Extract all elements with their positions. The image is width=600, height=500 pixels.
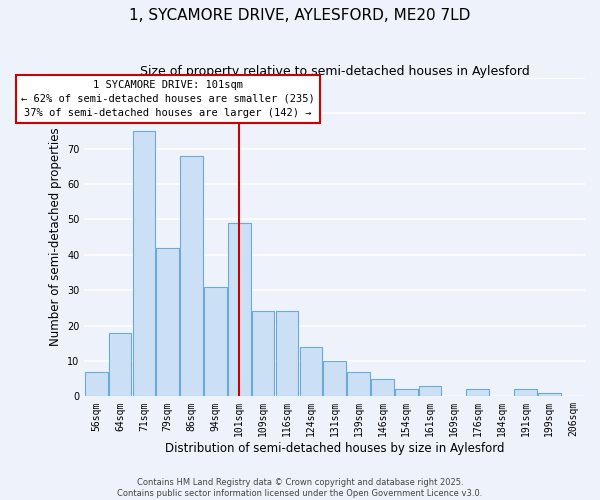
Bar [395, 390, 418, 396]
Title: Size of property relative to semi-detached houses in Aylesford: Size of property relative to semi-detach… [140, 65, 530, 78]
Text: 1 SYCAMORE DRIVE: 101sqm
← 62% of semi-detached houses are smaller (235)
37% of : 1 SYCAMORE DRIVE: 101sqm ← 62% of semi-d… [21, 80, 314, 118]
Bar [133, 131, 155, 396]
Bar [204, 286, 227, 397]
Bar [181, 156, 203, 396]
Text: 1, SYCAMORE DRIVE, AYLESFORD, ME20 7LD: 1, SYCAMORE DRIVE, AYLESFORD, ME20 7LD [130, 8, 470, 22]
Bar [109, 332, 131, 396]
Bar [85, 372, 107, 396]
Bar [275, 312, 298, 396]
Bar [157, 248, 179, 396]
Text: Contains HM Land Registry data © Crown copyright and database right 2025.
Contai: Contains HM Land Registry data © Crown c… [118, 478, 482, 498]
Bar [419, 386, 442, 396]
X-axis label: Distribution of semi-detached houses by size in Aylesford: Distribution of semi-detached houses by … [165, 442, 505, 455]
Bar [466, 390, 489, 396]
Bar [228, 223, 251, 396]
Bar [252, 312, 274, 396]
Bar [347, 372, 370, 396]
Bar [299, 347, 322, 397]
Bar [371, 378, 394, 396]
Bar [514, 390, 537, 396]
Bar [538, 393, 560, 396]
Y-axis label: Number of semi-detached properties: Number of semi-detached properties [49, 128, 62, 346]
Bar [323, 361, 346, 396]
